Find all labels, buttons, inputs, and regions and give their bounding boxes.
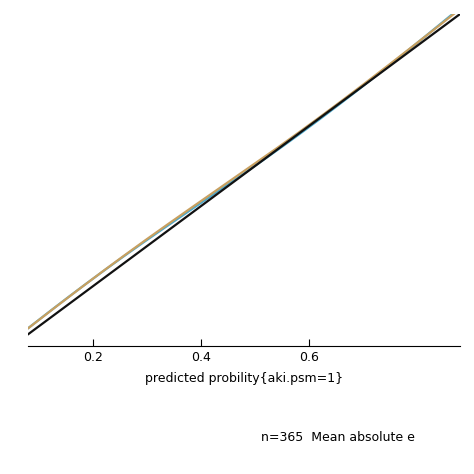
X-axis label: predicted probility{aki.psm=1}: predicted probility{aki.psm=1}	[145, 372, 343, 385]
Text: n=365  Mean absolute e: n=365 Mean absolute e	[261, 431, 415, 444]
